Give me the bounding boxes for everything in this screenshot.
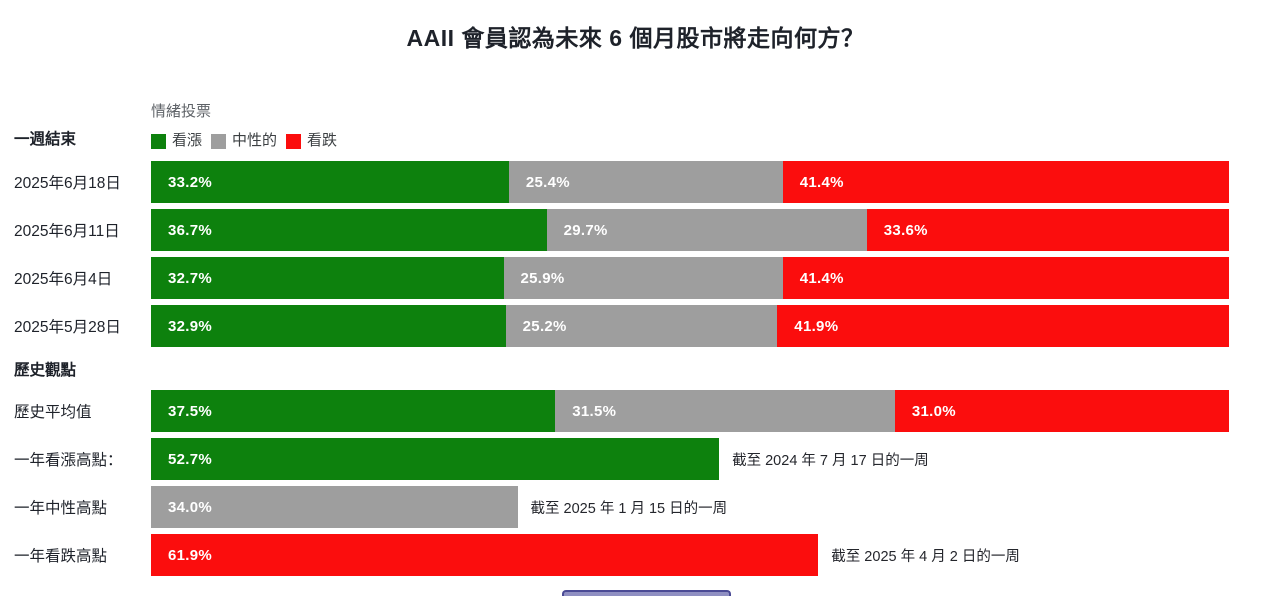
row-label: 一年中性高點 <box>14 500 108 517</box>
historical-rows: 歷史平均值 37.5% 31.5% 31.0% 一年看漲高點： 52.7% 截至 2024 … <box>0 390 1271 576</box>
segment-value: 37.5% <box>168 402 213 420</box>
bar-segment-bullish: 32.9% <box>151 305 506 347</box>
bar-row: 2025年6月4日 32.7% 25.9% 41.4% <box>0 257 1271 299</box>
row-note: 截至 2025 年 4 月 2 日的一周 <box>831 548 1020 565</box>
legend-item-bearish: 看跌 <box>286 133 337 149</box>
bullish-swatch-icon <box>151 133 166 149</box>
bar-track: 37.5% 31.5% 31.0% <box>151 390 1229 432</box>
bar-row: 一年看跌高點 61.9% 截至 2025 年 4 月 2 日的一周 <box>0 534 1271 576</box>
legend-item-neutral: 中性的 <box>211 133 277 149</box>
bar-row: 一年看漲高點： 52.7% 截至 2024 年 7 月 17 日的一周 <box>0 438 1271 480</box>
segment-value: 31.5% <box>572 402 617 420</box>
segment-value: 41.4% <box>799 269 844 287</box>
legend-label-bearish: 看跌 <box>307 132 338 149</box>
segment-value: 25.2% <box>522 317 567 335</box>
segment-value: 31.0% <box>911 402 956 420</box>
bar-segment-bearish: 31.0% <box>894 390 1229 432</box>
bar-segment-neutral: 29.7% <box>546 209 867 251</box>
segment-value: 29.7% <box>563 221 608 239</box>
bar-row: 2025年6月18日 33.2% 25.4% 41.4% <box>0 161 1271 203</box>
bar-segment-neutral: 25.2% <box>505 305 778 347</box>
bar-row: 2025年5月28日 32.9% 25.2% 41.9% <box>0 305 1271 347</box>
bar-row: 2025年6月11日 36.7% 29.7% 33.6% <box>0 209 1271 251</box>
section-header-historical: 歷史觀點 <box>14 362 77 379</box>
bar-segment-neutral: 34.0% <box>151 486 518 528</box>
bar-track: 61.9% <box>151 534 819 576</box>
bar-segment-neutral: 25.4% <box>508 161 783 203</box>
bar-track: 32.9% 25.2% 41.9% <box>151 305 1229 347</box>
segment-value: 33.2% <box>168 173 213 191</box>
legend-label-neutral: 中性的 <box>232 132 278 149</box>
segment-value: 32.9% <box>168 317 213 335</box>
bar-segment-bearish: 41.4% <box>782 257 1229 299</box>
bar-segment-bearish: 33.6% <box>866 209 1229 251</box>
bar-track: 32.7% 25.9% 41.4% <box>151 257 1229 299</box>
bar-track: 36.7% 29.7% 33.6% <box>151 209 1229 251</box>
bearish-swatch-icon <box>286 133 302 149</box>
bar-segment-bearish: 61.9% <box>151 534 819 576</box>
segment-value: 25.4% <box>525 173 570 191</box>
bar-segment-bullish: 32.7% <box>151 257 504 299</box>
bar-segment-neutral: 25.9% <box>503 257 783 299</box>
bar-track: 34.0% <box>151 486 518 528</box>
bar-row: 一年中性高點 34.0% 截至 2025 年 1 月 15 日的一周 <box>0 486 1271 528</box>
segment-value: 34.0% <box>168 498 213 516</box>
legend-title: 情緒投票 <box>151 103 212 120</box>
row-label: 一年看跌高點 <box>14 548 108 565</box>
weekly-section-header-cell: 一週結束 <box>0 130 151 149</box>
bar-segment-bearish: 41.9% <box>777 305 1229 347</box>
row-label: 2025年6月11日 <box>14 223 120 240</box>
row-note: 截至 2024 年 7 月 17 日的一周 <box>732 452 929 469</box>
segment-value: 41.9% <box>794 317 839 335</box>
section-header-weekly: 一週結束 <box>14 131 77 148</box>
bar-track: 33.2% 25.4% 41.4% <box>151 161 1229 203</box>
segment-value: 36.7% <box>168 221 213 239</box>
weekly-rows: 2025年6月18日 33.2% 25.4% 41.4% 2025年6月11日 36.7%… <box>0 161 1271 347</box>
bottom-partial-button[interactable] <box>562 590 731 596</box>
legend-label-bullish: 看漲 <box>172 132 203 149</box>
bar-segment-bullish: 52.7% <box>151 438 720 480</box>
legend: 情緒投票 看漲 中性的 看跌 <box>151 102 1271 149</box>
segment-value: 25.9% <box>520 269 565 287</box>
bar-segment-bullish: 33.2% <box>151 161 509 203</box>
segment-value: 32.7% <box>168 269 213 287</box>
neutral-swatch-icon <box>211 133 227 149</box>
row-label: 2025年6月4日 <box>14 271 113 288</box>
chart-header-row: 一週結束 情緒投票 看漲 中性的 看跌 <box>0 102 1271 149</box>
bar-segment-bullish: 36.7% <box>151 209 547 251</box>
row-label: 一年看漲高點： <box>14 452 123 469</box>
bar-track: 52.7% <box>151 438 720 480</box>
segment-value: 52.7% <box>168 450 213 468</box>
legend-item-bullish: 看漲 <box>151 133 202 149</box>
row-label: 2025年6月18日 <box>14 175 121 192</box>
row-note: 截至 2025 年 1 月 15 日的一周 <box>530 500 728 517</box>
legend-items: 看漲 中性的 看跌 <box>151 133 1271 149</box>
bar-segment-bearish: 41.4% <box>782 161 1229 203</box>
segment-value: 41.4% <box>799 173 844 191</box>
bar-segment-neutral: 31.5% <box>555 390 895 432</box>
row-label: 2025年5月28日 <box>14 319 121 336</box>
row-label: 歷史平均值 <box>14 404 92 421</box>
bar-row: 歷史平均值 37.5% 31.5% 31.0% <box>0 390 1271 432</box>
segment-value: 33.6% <box>883 221 928 239</box>
segment-value: 61.9% <box>168 546 213 564</box>
page-title: AAII 會員認為未來 6 個月股市將走向何方？ <box>406 25 865 51</box>
bar-segment-bullish: 37.5% <box>151 390 556 432</box>
